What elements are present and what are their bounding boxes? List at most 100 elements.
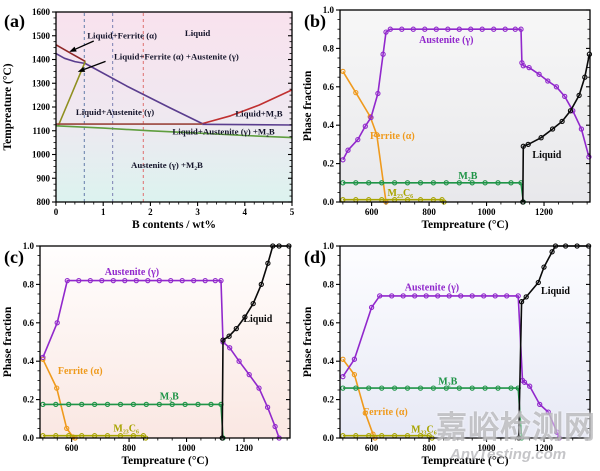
- series-line: [342, 387, 523, 439]
- series-marker: [469, 293, 475, 299]
- x-tick-label: 1200: [535, 443, 554, 453]
- boundary-m2b-solidus: [55, 125, 293, 139]
- x-axis-title: Tempreature (°C): [421, 219, 508, 231]
- series-marker: [379, 180, 385, 186]
- y-tick-label: 0.4: [323, 120, 335, 130]
- series-marker: [340, 68, 346, 75]
- series-label: M₂B: [438, 376, 457, 387]
- series-marker: [99, 277, 105, 284]
- region-label: Liquid: [185, 28, 211, 38]
- series-marker: [143, 401, 149, 408]
- x-tick-label: 1000: [178, 443, 197, 453]
- series-marker: [535, 279, 541, 286]
- x-tick-label: 1: [101, 207, 106, 217]
- series-marker: [54, 385, 60, 391]
- series-marker: [156, 277, 162, 284]
- series-marker: [353, 89, 359, 96]
- y-tick-label: 0.0: [323, 433, 335, 443]
- series-marker: [443, 385, 449, 391]
- series-marker: [456, 385, 462, 391]
- series-marker: [433, 26, 439, 32]
- series-line: [342, 28, 590, 161]
- series-marker: [87, 277, 93, 284]
- series-marker: [387, 26, 393, 32]
- panel-d-phase-fraction-chart: 600 800 1000 1200 0.0 0.2 0.4 0.6 0.8 1.0 Tempreat…: [300, 236, 600, 471]
- series-marker: [191, 277, 197, 284]
- series-marker: [518, 299, 525, 305]
- series-marker: [567, 108, 574, 114]
- series-marker: [168, 277, 174, 284]
- y-axis-title: Tempreature (°C): [2, 63, 14, 150]
- series-marker: [446, 293, 452, 299]
- series-marker: [399, 26, 405, 32]
- series-marker: [377, 293, 383, 299]
- y-tick-label: 0.2: [323, 159, 335, 169]
- series-marker: [64, 425, 70, 432]
- series-marker: [340, 157, 346, 163]
- series-marker: [519, 60, 525, 66]
- series-label: Ferrite (α): [370, 131, 415, 142]
- y-tick-label: 0.4: [23, 356, 35, 366]
- series-marker: [362, 410, 368, 416]
- annotation-arrowhead: [69, 46, 77, 52]
- series-marker: [208, 401, 214, 408]
- series-label: Liquid: [532, 150, 561, 161]
- y-tick-label: 0.2: [323, 395, 335, 405]
- series-marker: [430, 180, 437, 186]
- annotation-arrow: [75, 40, 95, 50]
- series-marker: [521, 379, 528, 385]
- series-marker: [445, 26, 451, 32]
- series-marker: [391, 180, 398, 186]
- series-marker: [423, 293, 429, 299]
- y-tick-label: 1300: [32, 78, 51, 88]
- series-marker: [520, 63, 526, 69]
- series-marker: [218, 277, 224, 284]
- panel-c-phase-fraction-chart: 600 800 1000 1200 0.0 0.2 0.4 0.6 0.8 1.0 Tempreat…: [0, 236, 300, 471]
- series-marker: [562, 93, 568, 100]
- series-marker: [400, 293, 406, 299]
- series-marker: [374, 132, 380, 138]
- y-tick-label: 0.6: [323, 318, 335, 328]
- series-marker: [482, 180, 488, 186]
- series-marker: [525, 141, 531, 148]
- series-marker: [504, 293, 510, 299]
- series-marker: [559, 118, 565, 125]
- series-marker: [469, 180, 475, 186]
- series-marker: [508, 180, 514, 186]
- series-line: [42, 279, 280, 439]
- series-marker: [117, 401, 124, 408]
- series-marker: [512, 26, 518, 32]
- boundary-m2b-liquidus: [202, 89, 293, 125]
- region-label: Liquid+Austenite (γ) +M₂B: [172, 127, 274, 137]
- series-marker: [340, 373, 346, 380]
- series-marker: [110, 277, 116, 284]
- series-marker: [64, 277, 70, 284]
- series-marker: [412, 293, 418, 299]
- series-marker: [443, 180, 449, 186]
- series-marker: [182, 401, 188, 408]
- y-axis-title: Phase fraction: [2, 306, 14, 377]
- series-label: Austenite (γ): [105, 267, 159, 278]
- x-tick-label: 1000: [478, 207, 497, 217]
- series-marker: [527, 383, 533, 389]
- series-marker: [523, 294, 529, 300]
- series-marker: [54, 320, 60, 326]
- series-marker: [353, 180, 359, 186]
- series-marker: [227, 345, 233, 351]
- series-marker: [435, 293, 441, 299]
- x-tick-label: 0: [54, 207, 59, 217]
- series-marker: [410, 26, 416, 32]
- series-marker: [340, 385, 346, 391]
- series-marker: [458, 293, 464, 299]
- y-tick-label: 0.4: [323, 356, 335, 366]
- y-tick-label: 1400: [32, 55, 51, 65]
- x-tick-label: 2: [148, 207, 153, 217]
- boundary-eutectic-line-right: [202, 123, 293, 126]
- x-axis-title: Tempreature (°C): [421, 455, 508, 467]
- series-marker: [554, 429, 560, 435]
- series-marker: [383, 29, 389, 35]
- y-tick-label: 0.6: [323, 82, 335, 92]
- series-marker: [417, 385, 424, 391]
- series-marker: [212, 277, 218, 284]
